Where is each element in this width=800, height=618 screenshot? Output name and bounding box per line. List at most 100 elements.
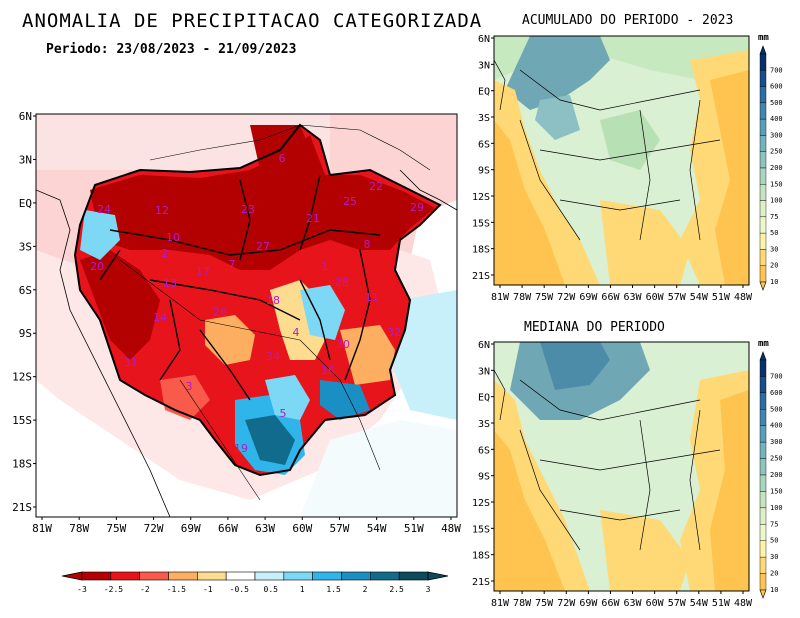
top-map-lat-label: 6N: [478, 34, 490, 45]
top-map-colorbar-label: 200: [770, 164, 783, 172]
top-map-colorbar-top-arrow: [759, 45, 767, 55]
bottom-map-lat-label: 6S: [478, 445, 490, 456]
bottom-map-colorbar-label: 200: [770, 471, 783, 479]
colorbar-swatch: [139, 571, 169, 581]
bottom-map-colorbar-swatch: [759, 458, 767, 476]
bottom-map-lon-label: 48W: [734, 598, 753, 609]
bottom-map-colorbar-swatch: [759, 556, 767, 574]
top-map-lat-label: 21S: [472, 271, 490, 282]
top-map-colorbar-swatch: [759, 135, 767, 152]
bottom-map-colorbar-top-arrow: [759, 351, 767, 361]
top-map-colorbar-swatch: [759, 249, 767, 266]
basin-number: 31: [124, 356, 138, 369]
main-map-lon-label: 57W: [330, 522, 350, 535]
basin-number: 11: [365, 291, 379, 304]
top-map-lon-label: 51W: [712, 292, 731, 303]
colorbar-label: 2: [363, 585, 368, 594]
top-map-colorbar-label: 500: [770, 99, 783, 107]
basin-number: 20: [90, 260, 104, 273]
bottom-map-lat-label: 9S: [478, 472, 490, 483]
bottom-map-colorbar-label: 75: [770, 520, 778, 528]
bottom-map-lat-label: 21S: [472, 577, 490, 588]
main-map-lon-label: 78W: [69, 522, 89, 535]
main-map-period: Periodo: 23/08/2023 - 21/09/2023: [46, 42, 297, 57]
top-map-colorbar-label: 700: [770, 66, 783, 74]
colorbar-label: 0.5: [264, 585, 279, 594]
basin-number: 12: [155, 204, 169, 217]
main-map-lat-label: 6N: [19, 110, 32, 123]
bottom-map-unit: mm: [758, 339, 769, 349]
basin-number: 4: [293, 326, 300, 339]
bottom-map-colorbar-label: 700: [770, 372, 783, 380]
top-map-colorbar-label: 30: [770, 245, 778, 253]
colorbar-label: -0.5: [230, 585, 249, 594]
top-colorbar: mm 700 600 500 400 300 250 200 150 100 75 50 30 20 10: [758, 33, 783, 291]
bottom-map-lon-label: 72W: [557, 598, 576, 609]
top-map-lat-label: EQ: [478, 87, 490, 98]
main-map-lat-label: 6S: [19, 284, 32, 297]
top-map-colorbar-label: 300: [770, 131, 783, 139]
basin-number: 1: [322, 260, 329, 273]
sub-basin-lines: [99, 174, 381, 401]
colorbar-label: 2.5: [389, 585, 404, 594]
colorbar-label: -2.5: [104, 585, 123, 594]
colorbar-label: 3: [426, 585, 431, 594]
top-map-lon-label: 75W: [535, 292, 554, 303]
colorbar-swatch: [283, 571, 313, 581]
top-map-lon-label: 57W: [668, 292, 687, 303]
wet-patch-west: [80, 210, 120, 260]
top-map-colorbar-swatch: [759, 167, 767, 185]
main-map-lon-label: 63W: [255, 522, 275, 535]
top-map-colorbar-label: 50: [770, 229, 778, 237]
top-map-frame: [493, 35, 750, 286]
bottom-map-colorbar-swatch: [759, 474, 767, 492]
top-map-colorbar-swatch: [759, 102, 767, 120]
main-map-lon-label: 60W: [292, 522, 312, 535]
colorbar-swatch: [254, 571, 285, 581]
colorbar-left-arrow: [61, 571, 83, 581]
top-map-colorbar-swatch: [759, 118, 767, 136]
top-map-colorbar-label: 150: [770, 180, 783, 188]
basin-number: 3: [186, 380, 193, 393]
top-map-colorbar-label: 600: [770, 83, 783, 91]
top-map-colorbar-label: 10: [770, 278, 778, 286]
bottom-map-colorbar-label: 600: [770, 389, 783, 397]
bottom-map-colorbar-label: 400: [770, 422, 783, 430]
bottom-map-colorbar-label: 100: [770, 504, 783, 512]
top-map-colorbar-bottom-arrow: [759, 281, 767, 291]
bottom-map-colorbar-label: 20: [770, 570, 778, 578]
bottom-map-colorbar-bottom-arrow: [759, 589, 767, 599]
basin-number: 2: [162, 247, 169, 260]
bottom-map-colorbar-swatch: [759, 376, 767, 394]
bottom-map-lon-label: 69W: [579, 598, 598, 609]
top-map-unit: mm: [758, 33, 769, 43]
bottom-map-colorbar-swatch: [759, 491, 767, 509]
main-map-frame: [35, 113, 458, 518]
bottom-map-colorbar-swatch: [759, 425, 767, 443]
basin-number: 29: [410, 201, 424, 214]
top-map-lon-label: 48W: [734, 292, 753, 303]
wet-northwest: [505, 36, 610, 110]
main-map-lat-label: 18S: [12, 458, 32, 471]
basin-number: 30: [336, 338, 350, 351]
basin-number: 22: [369, 180, 383, 193]
bottom-map-lon-label: 54W: [690, 598, 709, 609]
top-map-lat-label: 3N: [478, 60, 490, 71]
colorbar-swatch: [197, 571, 227, 581]
bottom-map-lon-label: 78W: [513, 598, 532, 609]
top-map-colorbar-label: 400: [770, 115, 783, 123]
top-map-colorbar-swatch: [759, 184, 767, 201]
bottom-map-lon-label: 60W: [646, 598, 665, 609]
bottom-map-colorbar-label: 30: [770, 553, 778, 561]
basin-number: 19: [234, 442, 248, 455]
top-map-colorbar-swatch: [759, 151, 767, 169]
main-map-lon-label: 81W: [32, 522, 52, 535]
colorbar-swatch: [110, 571, 140, 581]
basin-number: 6: [279, 152, 286, 165]
bottom-map-lat-label: 3S: [478, 419, 490, 430]
bottom-map-colorbar-label: 500: [770, 405, 783, 413]
